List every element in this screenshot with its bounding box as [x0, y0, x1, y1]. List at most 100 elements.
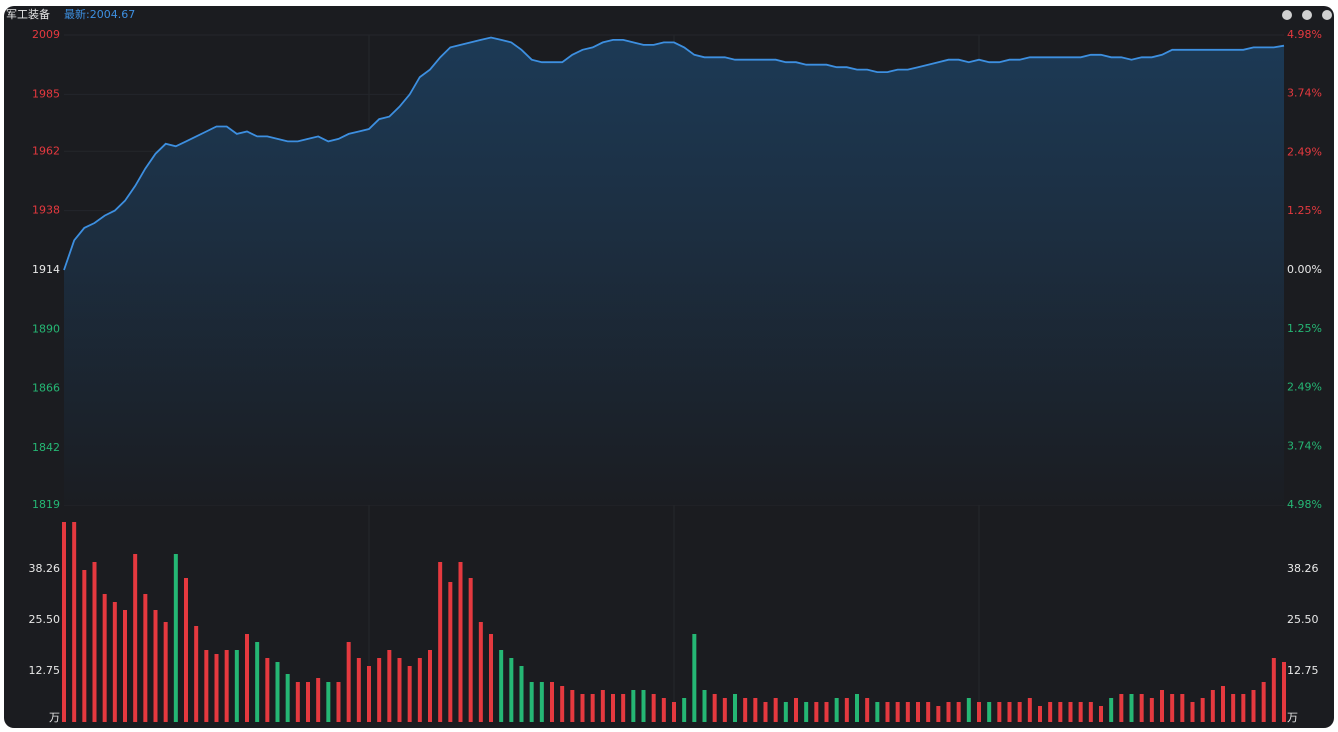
volume-bar [285, 674, 290, 722]
volume-bar [1058, 702, 1063, 722]
volume-bar [539, 682, 544, 722]
y2-tick-label: 2.49% [1287, 146, 1322, 159]
price-line [63, 36, 1285, 271]
vol-tick-label-right: 25.50 [1287, 613, 1319, 626]
y-tick-label: 1866 [32, 382, 60, 395]
volume-bar [1017, 702, 1022, 722]
volume-bar [458, 562, 463, 722]
volume-bar [295, 682, 300, 722]
volume-bar [763, 702, 768, 722]
volume-bar [1027, 698, 1032, 722]
volume-bar [102, 594, 107, 722]
y-tick-label: 1962 [32, 144, 60, 157]
volume-bar [824, 702, 829, 722]
volume-bar [621, 694, 626, 722]
volume-bar [72, 522, 77, 722]
index-name: 军工装备 [6, 7, 50, 21]
volume-bar [682, 698, 687, 722]
volume-bar [123, 610, 127, 722]
volume-bar [1210, 690, 1215, 722]
volume-bar [977, 702, 981, 722]
vol-tick-label: 万 [49, 711, 60, 724]
volume-bar [895, 702, 900, 722]
volume-bar [1261, 682, 1266, 722]
volume-bar [590, 694, 595, 722]
y2-tick-label: 2.49% [1287, 381, 1322, 394]
volume-bar [1190, 702, 1195, 722]
volume-bar [1180, 694, 1185, 722]
volume-bar [1109, 698, 1114, 722]
volume-bar [133, 554, 138, 722]
volume-bar [956, 702, 961, 722]
vol-tick-label-right: 万 [1287, 711, 1298, 724]
plot: 2009 1985 1962 1938 1914 1890 1866 1842 1819 4.98… [29, 28, 1322, 724]
volume-bar [1160, 690, 1164, 722]
volume-bar [397, 658, 402, 722]
settings-button[interactable] [1322, 10, 1332, 20]
volume-bar [1099, 706, 1103, 722]
volume-bar [519, 666, 524, 722]
volume-bar [702, 690, 707, 722]
volume-bar [1078, 702, 1083, 722]
vol-tick-label-right: 12.75 [1287, 664, 1319, 677]
volume-bar [448, 582, 453, 722]
volume-bar [692, 634, 697, 722]
volume-bar [1221, 686, 1225, 722]
volume-bar [814, 702, 819, 722]
volume-bar [712, 694, 717, 722]
y2-tick-label: 4.98% [1287, 28, 1322, 41]
volume-bar [936, 706, 941, 722]
volume-bar [641, 690, 646, 722]
info-button[interactable] [1282, 10, 1292, 20]
volume-bar [733, 694, 737, 722]
volume-bar [1231, 694, 1236, 722]
minimize-button[interactable] [1302, 10, 1312, 20]
volume-bar [794, 698, 798, 722]
volume-bar [773, 698, 778, 722]
volume-bar [926, 702, 931, 722]
y2-tick-label: 3.74% [1287, 87, 1322, 100]
y2-tick-label: 3.74% [1287, 439, 1322, 452]
y-tick-label: 1938 [32, 204, 60, 217]
volume-bar [1139, 694, 1144, 722]
volume-bar [407, 666, 412, 722]
vol-tick-label: 12.75 [29, 664, 61, 677]
volume-bar [82, 570, 87, 722]
volume-bar [214, 654, 219, 722]
volume-bar [1241, 694, 1246, 722]
volume-bar [204, 650, 209, 722]
volume-bar [336, 682, 341, 722]
volume-bar [865, 698, 870, 722]
volume-bar [1088, 702, 1093, 722]
volume-bar [387, 650, 392, 722]
price-area [64, 37, 1284, 505]
latest-price: 最新:2004.67 [64, 7, 135, 21]
volume-bar [112, 602, 117, 722]
volume-bar [611, 694, 615, 722]
volume-bar [173, 554, 178, 722]
volume-bar [600, 690, 605, 722]
volume-bar [844, 698, 849, 722]
volume-bar [905, 702, 910, 722]
volume-bar [92, 562, 97, 722]
volume-bar [428, 650, 432, 722]
volume-bar [672, 702, 676, 722]
volume-bar [1200, 698, 1205, 722]
volume-bar [316, 678, 321, 722]
volume-bar [367, 666, 371, 722]
volume-bar [855, 694, 859, 722]
y2-tick-label: 4.98% [1287, 498, 1322, 511]
volume-bar [265, 658, 270, 722]
volume-bar [1048, 702, 1053, 722]
volume-bar [997, 702, 1002, 722]
volume-bar [194, 626, 199, 722]
volume-bar [651, 694, 656, 722]
volume-bar [570, 690, 575, 722]
volume-bar [560, 686, 565, 722]
volume-bar [346, 642, 351, 722]
y-tick-label: 1819 [32, 498, 60, 511]
volume-bars [62, 522, 1286, 722]
volume-bar [753, 698, 758, 722]
